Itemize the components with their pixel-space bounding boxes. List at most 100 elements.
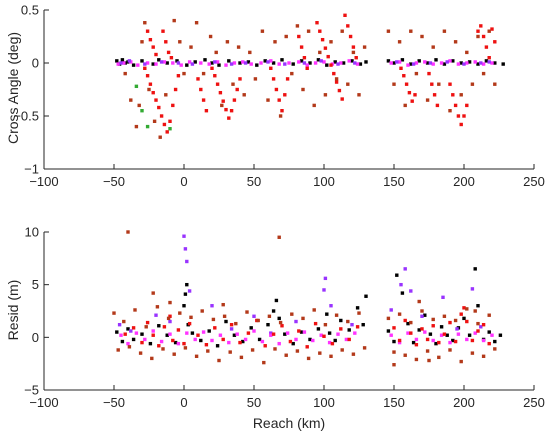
cross-angle-x-tick-label: 0 [180,174,187,189]
residual-point [112,311,116,315]
residual-point [448,340,452,345]
residual-point [218,333,223,337]
residual-point [133,308,137,312]
residual-point [210,338,214,343]
residual-point [431,338,435,343]
cross-angle-y-label: Cross Angle (deg) [5,32,21,144]
residual-point [441,295,445,300]
residual-point [453,318,458,323]
cross-angle-point [196,77,200,81]
cross-angle-point [134,124,139,129]
cross-angle-point [357,93,361,97]
cross-angle-point [271,61,276,65]
cross-angle-point [246,60,251,64]
cross-angle-point [459,61,463,65]
residual-point [241,339,245,344]
cross-angle-point [323,93,328,97]
residual-point [278,320,283,325]
residual-point [245,310,249,314]
cross-angle-point [348,34,353,39]
cross-angle-point [266,98,270,102]
residual-point [159,339,164,344]
cross-angle-point [465,103,469,108]
cross-angle-point [481,71,486,76]
residual-point [323,276,328,281]
residual-point [277,341,281,346]
cross-angle-point [473,60,477,64]
cross-angle-y-tick-label: −0.5 [13,109,39,124]
residual-point [498,333,503,337]
cross-angle-point [169,56,174,60]
residual-point [481,322,486,327]
cross-angle-point [175,59,179,63]
residual-point [263,344,267,348]
residual-point [392,350,396,354]
residual-point [400,291,405,295]
residual-point [151,291,155,295]
residual-point [129,329,133,333]
residual-point [476,321,480,326]
residual-point [397,338,402,343]
residual-y-tick-label: 10 [25,225,39,240]
cross-angle-point [215,60,220,64]
residual-point [210,304,214,308]
residual-point [302,330,307,334]
cross-angle-point [407,90,412,95]
cross-angle-point [283,93,287,97]
cross-angle-point [490,27,494,31]
cross-angle-point [442,29,447,33]
cross-angle-point [120,58,125,62]
cross-angle-point [193,60,197,64]
cross-angle-point [409,29,413,33]
cross-angle-point [238,61,242,65]
residual-point [353,331,357,335]
residual-point [428,332,433,336]
cross-angle-point [299,45,304,49]
residual-point [277,235,281,239]
cross-angle-point [397,40,402,44]
cross-angle-point [236,45,241,49]
cross-angle-point [435,103,440,108]
residual-point [162,325,167,329]
residual-point [157,324,161,328]
residual-point [311,338,315,343]
cross-angle-point [145,29,150,33]
cross-angle-plot: −100 −50 0 50 100 150 200 250 −1 −0.5 0 0.5 Cross A… [5,3,545,190]
cross-angle-point [291,62,295,66]
cross-angle-point [287,61,291,65]
cross-angle-point [417,59,421,63]
cross-angle-point [323,46,328,50]
residual-point [355,325,360,329]
residual-point [403,318,407,323]
residual-point [299,330,304,334]
residual-point [185,331,189,335]
residual-point [222,314,227,318]
cross-angle-point [462,114,466,118]
cross-angle-point [241,60,245,64]
cross-angle-point [168,119,172,123]
residual-point [206,349,210,353]
cross-angle-point [337,88,342,93]
residual-point [476,304,480,308]
cross-angle-point [151,90,155,95]
cross-angle-data-points [115,13,505,139]
cross-angle-point [355,62,360,66]
cross-angle-point [134,84,139,89]
cross-angle-point [199,61,203,65]
cross-angle-point [392,82,396,86]
residual-point [277,316,281,321]
residual-point [434,341,438,346]
residual-point [406,321,410,326]
residual-point [155,305,160,309]
residual-x-tick-label: 0 [180,395,187,410]
cross-angle-point [459,122,463,127]
cross-angle-point [347,59,351,63]
residual-point [224,319,228,324]
residual-point [392,339,396,344]
cross-angle-x-tick-label: 50 [247,174,261,189]
residual-point [117,322,122,327]
cross-angle-point [362,45,367,49]
residual-point [323,322,328,327]
residual-point [126,230,130,234]
cross-angle-point [204,109,209,113]
